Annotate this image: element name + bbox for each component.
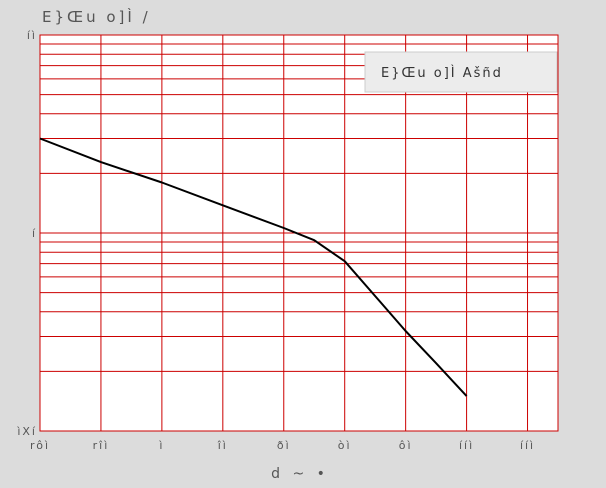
chart-title: E}Œu o]Ì / — [42, 7, 151, 26]
y-tick-label: íì — [27, 29, 37, 42]
legend-label: E}Œu o]Ì Ašñd — [381, 65, 503, 81]
x-tick-label: ì — [158, 439, 164, 452]
x-tick-label: îì — [217, 439, 228, 452]
y-tick-label: ìXí — [16, 425, 37, 438]
x-tick-label: òì — [338, 439, 352, 452]
x-tick-label: ðì — [277, 439, 291, 452]
legend-box — [364, 51, 558, 93]
x-tick-label: ôì — [399, 439, 413, 452]
x-tick-label: ííì — [520, 439, 535, 452]
series-line — [39, 137, 468, 397]
x-axis-label: d ~ • — [271, 466, 329, 482]
y-tick-label: í — [32, 227, 37, 240]
x-tick-label: rîì — [93, 439, 110, 452]
series-group — [39, 137, 468, 397]
x-tick-label: ííì — [459, 439, 474, 452]
legend: E}Œu o]Ì Ašñd — [364, 51, 558, 93]
plot-frame — [39, 34, 559, 432]
grid — [40, 35, 558, 431]
x-tick-label: rôì — [30, 439, 50, 452]
